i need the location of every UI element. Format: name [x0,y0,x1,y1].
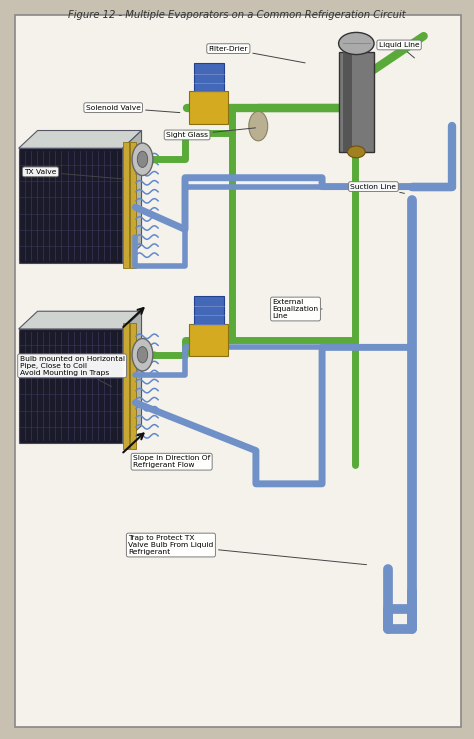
FancyBboxPatch shape [18,149,123,262]
Ellipse shape [338,33,374,55]
Circle shape [249,112,268,141]
Ellipse shape [347,146,365,158]
FancyBboxPatch shape [130,143,136,268]
Text: Bulb mounted on Horizontal
Pipe, Close to Coil
Avoid Mounting in Traps: Bulb mounted on Horizontal Pipe, Close t… [19,355,125,386]
Text: External
Equalization
Line: External Equalization Line [273,299,322,319]
FancyBboxPatch shape [123,323,129,449]
Text: Trap to Protect TX
Valve Bulb From Liquid
Refrigerant: Trap to Protect TX Valve Bulb From Liqui… [128,535,366,565]
Polygon shape [123,311,142,443]
FancyBboxPatch shape [193,296,224,324]
Text: Solenoid Valve: Solenoid Valve [86,105,180,112]
Text: Filter-Drier: Filter-Drier [209,46,305,63]
Text: Suction Line: Suction Line [350,183,404,194]
FancyBboxPatch shape [193,64,224,92]
Polygon shape [18,131,142,149]
Polygon shape [18,311,142,329]
FancyBboxPatch shape [15,16,462,727]
FancyBboxPatch shape [18,329,123,443]
Circle shape [137,347,148,363]
Text: Sight Glass: Sight Glass [166,128,255,138]
Polygon shape [123,131,142,262]
Circle shape [132,143,153,175]
FancyBboxPatch shape [343,52,352,152]
FancyBboxPatch shape [189,324,228,356]
FancyBboxPatch shape [189,92,228,124]
Circle shape [132,338,153,371]
Text: Figure 12 - Multiple Evaporators on a Common Refrigeration Circuit: Figure 12 - Multiple Evaporators on a Co… [68,10,406,20]
Text: Slope In Direction Of
Refrigerant Flow: Slope In Direction Of Refrigerant Flow [133,455,210,469]
Text: TX Valve: TX Valve [24,168,123,179]
FancyBboxPatch shape [338,52,374,152]
Circle shape [137,151,148,168]
FancyBboxPatch shape [130,323,136,449]
FancyBboxPatch shape [123,143,129,268]
Text: Liquid Line: Liquid Line [379,42,419,58]
